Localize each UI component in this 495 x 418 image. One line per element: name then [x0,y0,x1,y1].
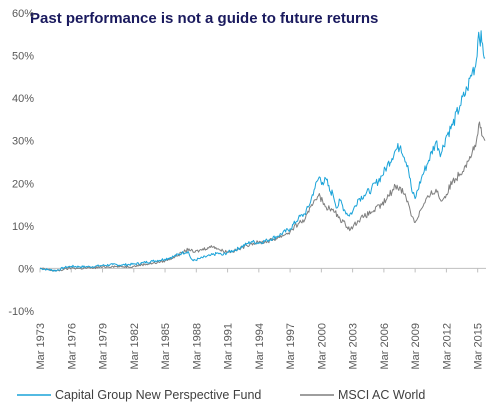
x-tick-label: Mar 1988 [191,323,203,369]
y-tick-label: 40% [12,93,34,105]
y-tick-label: 0% [18,263,34,275]
x-tick-label: Mar 1991 [223,323,235,369]
x-tick-label: Mar 1976 [66,323,78,369]
x-tick-label: Mar 1997 [285,323,297,369]
legend: Capital Group New Perspective Fund MSCI A… [17,388,425,402]
legend-label: MSCI AC World [338,388,425,402]
y-tick-label: 30% [12,136,34,148]
y-tick-label: 20% [12,178,34,190]
x-tick-label: Mar 1979 [98,323,110,369]
x-tick-label: Mar 1985 [160,323,172,369]
x-tick-label: Mar 2015 [473,323,485,369]
x-tick-label: Mar 1973 [35,323,47,369]
legend-label: Capital Group New Perspective Fund [55,388,261,402]
y-axis: 60% 50% 40% 30% 20% 10% 0% -10% [8,8,34,318]
x-axis: Mar 1973 Mar 1976 Mar 1979 Mar 1982 Mar 1985… [35,267,486,369]
y-tick-label: -10% [8,306,34,318]
y-tick-label: 60% [12,8,34,20]
x-tick-label: Mar 2006 [379,323,391,369]
chart-title: Past performance is not a guide to futur… [30,10,378,27]
x-tick-label: Mar 2003 [348,323,360,369]
series-line-index [39,121,486,272]
y-tick-label: 50% [12,51,34,63]
x-tick-label: Mar 2012 [441,323,453,369]
x-tick-label: Mar 2009 [410,323,422,369]
series-lines [39,30,486,272]
x-tick-label: Mar 1982 [129,323,141,369]
series-line-fund [39,30,486,272]
x-tick-label: Mar 1994 [254,323,266,369]
y-tick-label: 10% [12,221,34,233]
x-tick-label: Mar 2000 [316,323,328,369]
